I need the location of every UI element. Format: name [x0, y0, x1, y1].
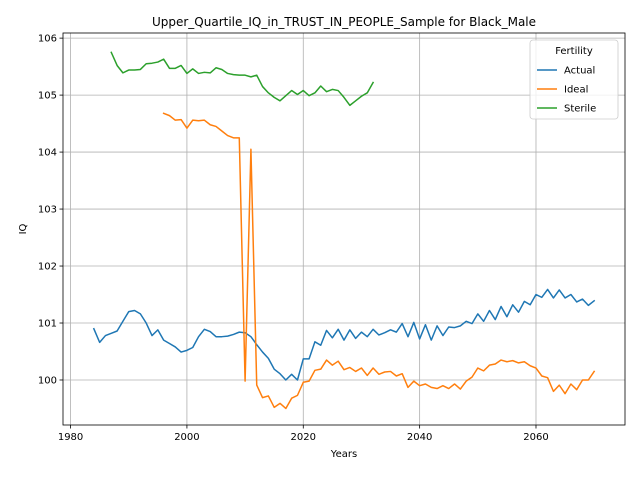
y-tick-label: 100	[38, 375, 57, 386]
y-tick-label: 104	[38, 148, 57, 159]
y-tick-label: 103	[38, 205, 57, 216]
series-line-ideal	[162, 112, 596, 410]
series-line-sterile	[110, 51, 375, 107]
chart-title: Upper_Quartile_IQ_in_TRUST_IN_PEOPLE_Sam…	[152, 15, 536, 29]
plot-area-frame	[62, 32, 626, 426]
series-line-actual	[92, 288, 596, 381]
y-tick-label: 102	[38, 262, 57, 273]
x-tick-label: 2060	[523, 432, 548, 443]
legend: Fertility Actual Ideal Sterile	[529, 39, 619, 120]
x-tick-label: 1980	[58, 432, 83, 443]
y-axis-label: IQ	[18, 223, 29, 234]
y-tick-label: 105	[38, 91, 57, 102]
legend-label-ideal: Ideal	[564, 85, 588, 96]
legend-box	[529, 39, 619, 120]
y-tick-label: 106	[38, 34, 57, 45]
legend-label-actual: Actual	[564, 66, 595, 77]
legend-items: Actual Ideal Sterile	[537, 66, 596, 115]
series-lines	[92, 51, 596, 410]
axis-ticks: 1980 2000 2020 2040 2060 100 101 102 103 104 105 10…	[38, 34, 549, 443]
legend-label-sterile: Sterile	[564, 104, 596, 115]
y-tick-label: 101	[38, 319, 57, 330]
legend-title: Fertility	[555, 46, 593, 57]
x-tick-label: 2000	[174, 432, 199, 443]
x-tick-label: 2020	[291, 432, 316, 443]
x-tick-label: 2040	[407, 432, 432, 443]
x-axis-label: Years	[330, 449, 357, 460]
